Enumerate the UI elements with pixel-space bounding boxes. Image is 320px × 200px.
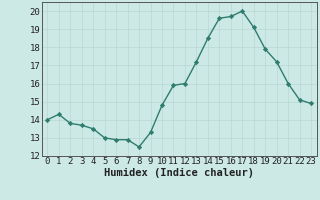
X-axis label: Humidex (Indice chaleur): Humidex (Indice chaleur) xyxy=(104,168,254,178)
